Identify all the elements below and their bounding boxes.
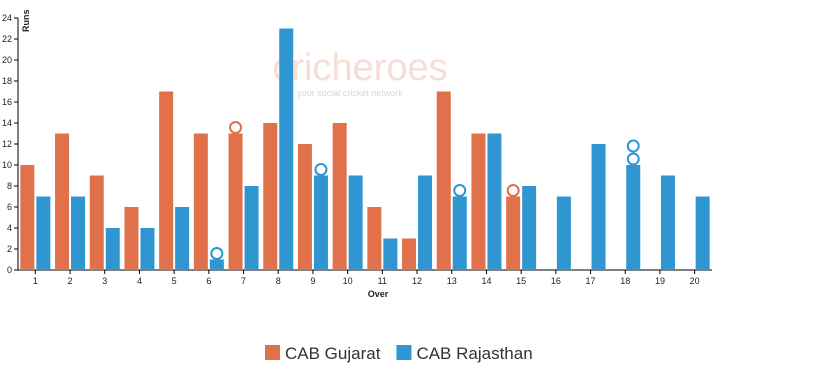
wicket-marker (626, 152, 640, 166)
y-tick-label: 14 (2, 118, 12, 128)
legend-label: CAB Rajasthan (416, 344, 532, 363)
bar (418, 175, 433, 270)
bar (55, 133, 70, 270)
bar (20, 165, 35, 270)
bar (471, 133, 486, 270)
bar (522, 186, 537, 270)
y-tick-label: 24 (2, 13, 12, 23)
bar (452, 196, 467, 270)
bar (626, 165, 641, 270)
bar (124, 207, 139, 270)
bar (36, 196, 51, 270)
y-tick-label: 20 (2, 55, 12, 65)
x-tick-label: 20 (690, 276, 700, 286)
bar (228, 133, 243, 270)
wicket-marker (506, 184, 520, 197)
x-tick-label: 18 (620, 276, 630, 286)
legend-swatch (396, 345, 412, 360)
bar (244, 186, 259, 270)
watermark-tagline: your social cricket network (297, 88, 403, 98)
x-axis-label: Over (368, 289, 389, 299)
x-tick-label: 7 (241, 276, 246, 286)
x-tick-label: 2 (68, 276, 73, 286)
x-tick-label: 5 (172, 276, 177, 286)
wicket-marker (453, 184, 467, 197)
y-tick-label: 12 (2, 139, 12, 149)
x-tick-label: 14 (481, 276, 491, 286)
bar (695, 196, 710, 270)
legend-swatch (265, 345, 280, 360)
bar (383, 238, 398, 270)
x-tick-label: 1 (33, 276, 38, 286)
bar (332, 123, 347, 270)
bar (367, 207, 382, 270)
bar (348, 175, 363, 270)
bar (436, 91, 451, 270)
x-tick-label: 16 (551, 276, 561, 286)
bar (71, 196, 86, 270)
y-tick-label: 4 (7, 223, 12, 233)
bar (263, 123, 278, 270)
bar (506, 196, 521, 270)
watermark: cricheroes (272, 47, 447, 89)
wicket-marker (626, 139, 640, 153)
x-tick-label: 8 (276, 276, 281, 286)
x-tick-label: 15 (516, 276, 526, 286)
bar (297, 144, 312, 270)
x-tick-label: 11 (378, 276, 387, 286)
y-tick-label: 6 (7, 202, 12, 212)
bar (209, 259, 224, 270)
x-tick-label: 3 (102, 276, 107, 286)
x-tick-label: 9 (310, 276, 315, 286)
x-tick-label: 17 (586, 276, 596, 286)
x-tick-label: 6 (206, 276, 211, 286)
bar (556, 196, 571, 270)
y-tick-label: 18 (2, 76, 12, 86)
x-tick-label: 13 (447, 276, 457, 286)
x-tick-label: 4 (137, 276, 142, 286)
x-tick-label: 12 (412, 276, 422, 286)
bar (140, 228, 155, 270)
bar (402, 238, 417, 270)
bar (660, 175, 675, 270)
bar (175, 207, 190, 270)
y-tick-label: 16 (2, 97, 12, 107)
y-tick-label: 2 (7, 244, 12, 254)
bar (159, 91, 174, 270)
y-tick-label: 22 (2, 34, 12, 44)
bar (89, 175, 104, 270)
bar (591, 144, 606, 270)
bar (193, 133, 208, 270)
bar (105, 228, 120, 270)
bar (313, 175, 328, 270)
y-axis-label: Runs (21, 10, 31, 33)
wicket-marker (229, 121, 243, 134)
bar (279, 28, 294, 270)
x-tick-label: 10 (343, 276, 353, 286)
x-tick-label: 19 (655, 276, 665, 286)
y-tick-label: 8 (7, 181, 12, 191)
legend-label: CAB Gujarat (285, 344, 381, 363)
wicket-marker (314, 163, 328, 176)
y-tick-label: 0 (7, 265, 12, 275)
wicket-marker (210, 247, 224, 260)
bar (487, 133, 502, 270)
y-tick-label: 10 (2, 160, 12, 170)
